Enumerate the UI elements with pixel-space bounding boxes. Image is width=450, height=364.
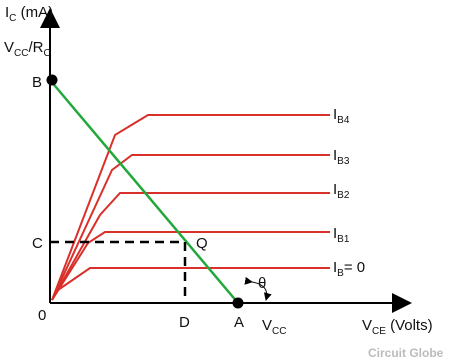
label-part: C: [9, 13, 16, 24]
angle-label: θ: [258, 275, 266, 292]
curve-label: IB2: [333, 181, 350, 201]
label-part: V: [4, 39, 14, 56]
point-label: B: [32, 74, 42, 91]
point-a: [232, 297, 244, 309]
x-intercept-label: VCC: [262, 317, 286, 337]
point-label: A: [234, 314, 244, 331]
curve: [51, 231, 330, 301]
point-label: Q: [196, 235, 208, 252]
label-part: CC: [14, 48, 28, 59]
point-label: 0: [38, 307, 46, 324]
label-part: (mA): [16, 4, 53, 21]
label-part: C: [43, 48, 50, 59]
curve-label: IB1: [333, 225, 350, 245]
label-part: B1: [337, 234, 350, 245]
label-part: B4: [337, 115, 350, 126]
q-point-projection: [50, 240, 187, 303]
curve: [51, 192, 330, 301]
label-part: /R: [28, 39, 43, 56]
label-part: I: [333, 106, 337, 123]
label-part: V: [362, 317, 372, 334]
label-part: I: [333, 147, 337, 164]
x-axis-label: VCE (Volts): [362, 317, 433, 337]
label-part: = 0: [344, 259, 365, 276]
point-label: C: [32, 235, 43, 252]
label-part: B3: [337, 156, 350, 167]
label-part: B2: [337, 190, 350, 201]
label-part: I: [333, 181, 337, 198]
point-label: D: [179, 314, 190, 331]
curve: [51, 267, 330, 301]
curve-label: IB4: [333, 106, 350, 126]
y-axis-label: IC (mA): [5, 4, 53, 24]
label-part: I: [333, 225, 337, 242]
label-part: I: [5, 4, 9, 21]
label-part: CC: [272, 326, 286, 337]
load-line: [49, 79, 239, 304]
label-part: (Volts): [386, 317, 433, 334]
characteristic-curves: [51, 114, 330, 301]
label-part: I: [333, 259, 337, 276]
label-part: V: [262, 317, 272, 334]
curve-label: IB= 0: [333, 259, 365, 279]
curve: [51, 114, 330, 301]
point-b: [46, 74, 58, 86]
y-intercept-label: VCC/RC: [4, 39, 51, 59]
curve-label: IB3: [333, 147, 350, 167]
label-part: B: [337, 268, 344, 279]
label-part: CE: [372, 326, 386, 337]
watermark: Circuit Globe: [368, 346, 444, 360]
curve: [51, 154, 330, 301]
angle-arc: [244, 276, 272, 301]
